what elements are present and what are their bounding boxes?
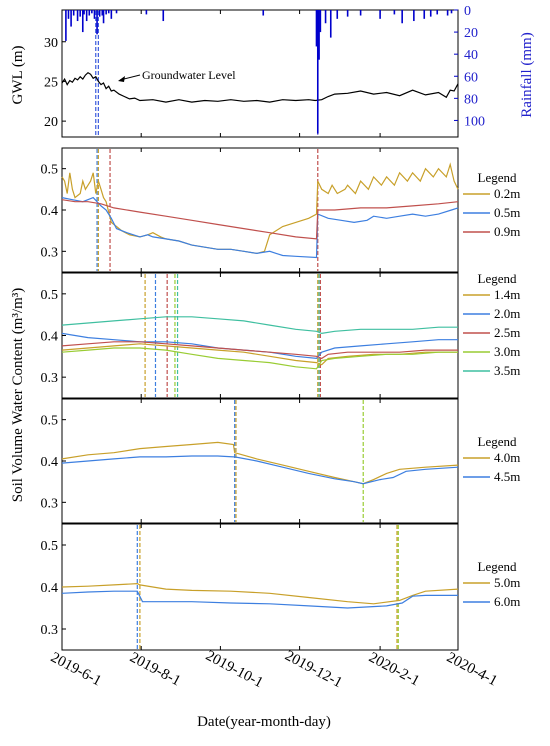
y-tick-label: 0.3 xyxy=(41,245,59,260)
legend-label: 6.0m xyxy=(494,594,520,609)
y-tick-label-right: 0 xyxy=(464,4,471,19)
ylabel-rainfall: Rainfall (mm) xyxy=(519,32,535,117)
y-tick-label: 20 xyxy=(44,115,58,130)
y-tick-label: 0.5 xyxy=(41,414,59,429)
panel-frame xyxy=(61,272,459,399)
series-line-2-5m xyxy=(61,341,458,360)
legend-title: Legend xyxy=(478,434,517,449)
y-tick-label: 0.5 xyxy=(41,288,59,303)
x-tick-label: 2019-8-1 xyxy=(127,649,183,689)
x-axis: 2019-6-1 2019-8-1 2019-10-1 2019-12-1 2020-2… xyxy=(48,648,500,691)
y-tick-label-right: 40 xyxy=(464,48,478,63)
legend-label: 3.5m xyxy=(494,363,520,378)
series-line-0-9m xyxy=(61,199,459,240)
series-line-3-0m xyxy=(61,347,458,370)
y-tick-label: 0.5 xyxy=(41,163,59,178)
x-tick-label: 2019-12-1 xyxy=(282,648,345,691)
legend-label: 0.5m xyxy=(494,205,520,220)
y-tick-label-right: 100 xyxy=(464,114,485,129)
series-line-3-5m xyxy=(61,316,458,335)
series-line-0-5m xyxy=(61,196,459,259)
legend-label: 3.0m xyxy=(494,344,520,359)
annotation-arrowhead xyxy=(118,76,125,82)
annotation-groundwater-level: Groundwater Level xyxy=(142,68,236,82)
legend-label: 5.0m xyxy=(494,575,520,590)
y-tick-label-right: 80 xyxy=(464,92,478,107)
x-tick-label: 2020-4-1 xyxy=(444,649,500,689)
legend-label: 1.4m xyxy=(494,287,520,302)
legends: Legend0.2m0.5m0.9mLegend1.4m2.0m2.5m3.0m… xyxy=(463,170,520,609)
y-tick-label: 0.4 xyxy=(41,581,59,596)
y-tick-label: 0.4 xyxy=(41,455,59,470)
legend-label: 2.5m xyxy=(494,325,520,340)
panel-frame xyxy=(61,9,459,138)
legend-label: 0.2m xyxy=(494,186,520,201)
series-line-4-0m xyxy=(61,441,459,485)
panel-svwc-shallow: 0.3 0.4 0.5 xyxy=(41,147,459,273)
legend-title: Legend xyxy=(478,559,517,574)
panel-svwc-middle: 0.3 0.4 0.5 xyxy=(41,272,459,399)
panel-svwc-bottom: 0.3 0.4 0.5 xyxy=(41,523,459,651)
xlabel: Date(year-month-day) xyxy=(197,714,331,730)
y-tick-label: 0.4 xyxy=(41,330,59,345)
series-line-6-0m xyxy=(61,590,458,609)
ylabel-gwl: GWL (m) xyxy=(10,45,26,104)
x-tick-label: 2020-2-1 xyxy=(366,649,422,689)
y-tick-label-right: 60 xyxy=(464,70,478,85)
series-line-groundwater-level xyxy=(61,71,459,103)
legend-title: Legend xyxy=(478,170,517,185)
y-tick-label: 0.4 xyxy=(41,204,59,219)
y-tick-label: 0.3 xyxy=(41,496,59,511)
panel-gwl-rainfall: 20 25 30 0 20 40 60 80 100 xyxy=(44,4,485,138)
y-tick-label-right: 20 xyxy=(464,26,478,41)
ylabel-svwc: Soil Volume Water Content (m³/m³) xyxy=(10,288,26,502)
x-tick-label: 2019-6-1 xyxy=(48,649,104,689)
panel-svwc-deep: 0.3 0.4 0.5 xyxy=(41,398,459,524)
series-line-1-4m xyxy=(61,343,458,366)
legend-label: 2.0m xyxy=(494,306,520,321)
y-tick-label: 30 xyxy=(44,36,58,51)
x-tick-label: 2019-10-1 xyxy=(203,648,266,691)
y-tick-label: 0.3 xyxy=(41,371,59,386)
legend-label: 4.5m xyxy=(494,469,520,484)
series-line-5-0m xyxy=(61,582,459,605)
y-tick-label: 0.5 xyxy=(41,539,59,554)
legend-label: 4.0m xyxy=(494,450,520,465)
legend-title: Legend xyxy=(478,271,517,286)
y-tick-label: 0.3 xyxy=(41,623,59,638)
series-line-4-5m xyxy=(61,455,459,485)
y-tick-label: 25 xyxy=(44,75,58,90)
legend-label: 0.9m xyxy=(494,224,520,239)
panel-frame xyxy=(61,398,459,524)
